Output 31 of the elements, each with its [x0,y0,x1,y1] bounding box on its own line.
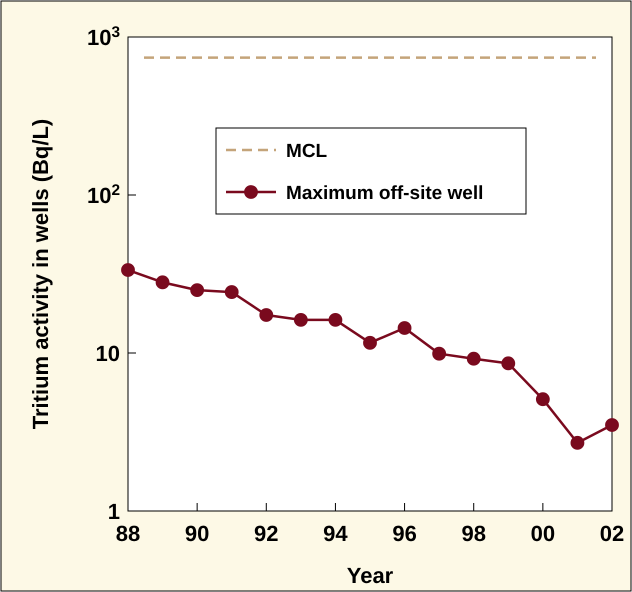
x-tick-label: 88 [116,521,140,546]
y-axis-title: Tritium activity in wells (Bq/L) [28,118,53,430]
point [294,313,308,327]
y-tick-label: 10 [96,341,120,366]
point [190,283,204,298]
point [121,263,135,277]
legend-label: MCL [286,141,328,162]
x-tick-label: 94 [323,521,348,546]
point [570,436,584,450]
point [605,418,619,432]
point [363,336,377,350]
y-tick-label: 10$^{3}$ [86,24,120,50]
x-tick-label: 92 [254,521,279,546]
x-tick-label: 98 [461,521,486,546]
point [259,308,274,322]
point [224,285,239,299]
point [466,352,481,366]
x-tick-label: 96 [392,521,417,546]
point [536,392,550,406]
point [501,356,516,370]
x-tick-label: 02 [600,521,624,546]
point [328,313,342,327]
y-tick-label: 1 [108,499,120,524]
point [156,275,170,290]
x-tick-label: 00 [530,521,556,546]
y-tick-label: 10$^{2}$ [86,182,120,208]
x-tick-label: 90 [184,521,210,546]
x-axis-title: Year [346,563,394,588]
point [398,321,412,335]
point [432,346,446,361]
legend-label: Maximum off-site well [286,183,484,204]
